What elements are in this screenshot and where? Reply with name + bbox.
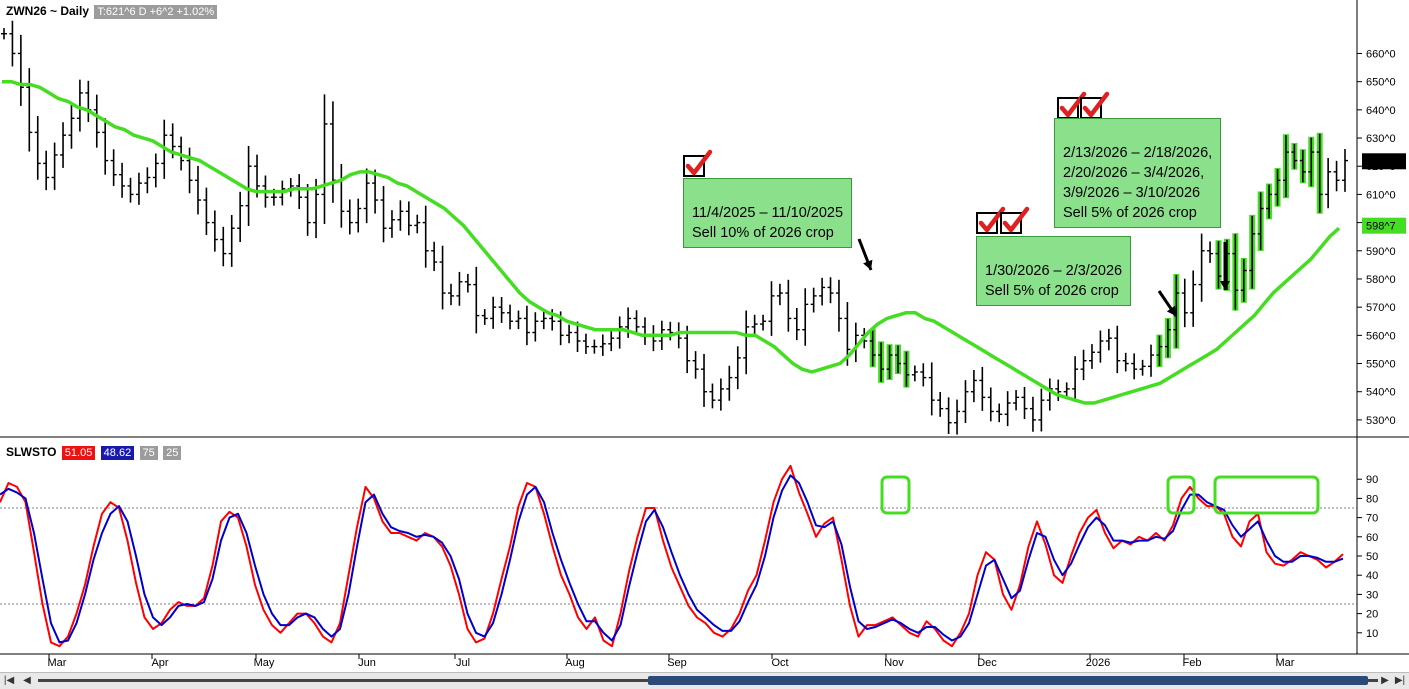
- indicator-header: SLWSTO 51.05 48.62 75 25: [6, 445, 182, 460]
- upper-level-badge: 75: [139, 446, 158, 460]
- annotation-text: 2/13/2026 – 2/18/2026,: [1063, 145, 1213, 161]
- checkmark-icon: [683, 149, 713, 177]
- price-tick-label: 570^0: [1366, 302, 1396, 314]
- price-tick-label: 660^0: [1366, 48, 1396, 60]
- x-tick-label: Mar: [48, 657, 67, 669]
- check-stroke: [978, 206, 1006, 233]
- stoch-tick-label: 20: [1366, 609, 1378, 621]
- price-chart-canvas: 660^0650^0640^0630^0620^0610^0600^0590^0…: [0, 0, 1409, 669]
- check-stroke: [1059, 91, 1087, 118]
- price-panel: 660^0650^0640^0630^0620^0610^0600^0590^0…: [0, 0, 1409, 654]
- arrow-mar-head: [1220, 281, 1230, 290]
- x-tick-label: May: [254, 657, 275, 669]
- stoch-tick-label: 10: [1366, 628, 1378, 640]
- scroll-left-icon[interactable]: ◀: [23, 675, 31, 686]
- stoch-tick-label: 40: [1366, 570, 1378, 582]
- x-tick-label: Feb: [1183, 657, 1202, 669]
- price-tick-label: 650^0: [1366, 77, 1396, 89]
- stoch-signal-box: [1213, 475, 1320, 515]
- checkmark-icon: [976, 206, 1006, 234]
- check-stroke: [1082, 91, 1110, 118]
- stoch-tick-label: 80: [1366, 493, 1378, 505]
- last-price-marker: 621^6: [1362, 153, 1406, 170]
- checkbox-square: [683, 155, 705, 177]
- price-tick-label: 550^0: [1366, 359, 1396, 371]
- x-tick-label: Jun: [358, 657, 376, 669]
- quote-badge: T:621^6 D +6^2 +1.02%: [94, 5, 218, 19]
- symbol-label: ZWN26 ~ Daily: [6, 4, 90, 18]
- annotation-text: 1/30/2026 – 2/3/2026: [985, 263, 1123, 279]
- annotation-text: Sell 5% of 2026 crop: [1063, 205, 1197, 221]
- x-tick-label: Sep: [667, 657, 687, 669]
- x-tick-label: Aug: [565, 657, 585, 669]
- chart-header: ZWN26 ~ Daily T:621^6 D +6^2 +1.02%: [6, 4, 218, 19]
- price-tick-label: 630^0: [1366, 133, 1396, 145]
- x-tick-label: Apr: [151, 657, 168, 669]
- x-tick-label: Nov: [884, 657, 904, 669]
- x-tick-label: Oct: [771, 657, 788, 669]
- scroll-right-icon[interactable]: ▶: [1381, 675, 1389, 686]
- arrow-nov-head: [863, 259, 873, 270]
- price-tick-label: 590^0: [1366, 246, 1396, 258]
- last-price-label: 621^6: [1366, 156, 1396, 168]
- ma-price-marker: 598^7: [1362, 217, 1406, 234]
- annotation-box-nov: 11/4/2025 – 11/10/2025 Sell 10% of 2026 …: [683, 178, 853, 248]
- annotation-text: Sell 10% of 2026 crop: [692, 225, 834, 241]
- annotation-markers: [683, 91, 1230, 317]
- stoch-signal-box: [880, 475, 911, 515]
- checkmark-icon: [1000, 206, 1030, 234]
- x-tick-label: 2026: [1086, 657, 1110, 669]
- scroll-end-icon[interactable]: ▶|: [1394, 675, 1406, 686]
- horizontal-scrollbar[interactable]: |◀ ◀ ▶ ▶|: [0, 672, 1409, 689]
- stoch-signal-box: [1166, 475, 1196, 515]
- stoch-tick-label: 50: [1366, 551, 1378, 563]
- price-tick-label: 540^0: [1366, 387, 1396, 399]
- annotation-text: 11/4/2025 – 11/10/2025: [692, 205, 844, 221]
- annotation-text: 2/20/2026 – 3/4/2026,: [1063, 165, 1205, 181]
- ma-price-label: 598^7: [1366, 221, 1396, 233]
- scroll-thumb[interactable]: [648, 676, 1368, 685]
- checkmark-icon: [1080, 91, 1110, 119]
- k-value-badge: 51.05: [61, 446, 96, 460]
- indicator-name: SLWSTO: [6, 445, 57, 459]
- scroll-home-icon[interactable]: |◀: [3, 675, 15, 686]
- stoch-k-line: [0, 464, 1344, 648]
- price-tick-label: 560^0: [1366, 330, 1396, 342]
- arrow-feb-head: [1166, 305, 1176, 316]
- price-tick-label: 530^0: [1366, 415, 1396, 427]
- last-price-box: [1362, 153, 1406, 170]
- stoch-tick-label: 70: [1366, 513, 1378, 525]
- x-tick-label: Dec: [977, 657, 997, 669]
- checkbox-square: [1000, 212, 1022, 234]
- price-tick-label: 580^0: [1366, 274, 1396, 286]
- d-value-badge: 48.62: [100, 446, 135, 460]
- annotation-text: Sell 5% of 2026 crop: [985, 283, 1119, 299]
- lower-level-badge: 25: [163, 446, 182, 460]
- check-stroke: [685, 149, 713, 176]
- annotation-box-feb: 1/30/2026 – 2/3/2026 Sell 5% of 2026 cro…: [976, 236, 1132, 306]
- price-tick-label: 610^0: [1366, 189, 1396, 201]
- x-tick-label: Jul: [456, 657, 470, 669]
- annotation-text: 3/9/2026 – 3/10/2026: [1063, 185, 1201, 201]
- stoch-tick-label: 60: [1366, 532, 1378, 544]
- ma-price-box: [1362, 217, 1406, 234]
- annotation-box-mar: 2/13/2026 – 2/18/2026, 2/20/2026 – 3/4/2…: [1054, 118, 1222, 228]
- moving-average-line: [2, 79, 1341, 405]
- price-tick-label: 640^0: [1366, 105, 1396, 117]
- stochastic-panel: 90 80 70 60 50 40 30 20 10: [0, 464, 1378, 648]
- stoch-tick-label: 30: [1366, 589, 1378, 601]
- stoch-tick-label: 90: [1366, 474, 1378, 486]
- stoch-d-line: [0, 474, 1344, 644]
- check-stroke: [1002, 206, 1030, 233]
- x-axis: Mar Apr May Jun Jul Aug Sep Oct Nov Dec 2026 Feb Mar: [0, 653, 1409, 669]
- checkbox-square: [976, 212, 998, 234]
- x-tick-label: Mar: [1276, 657, 1295, 669]
